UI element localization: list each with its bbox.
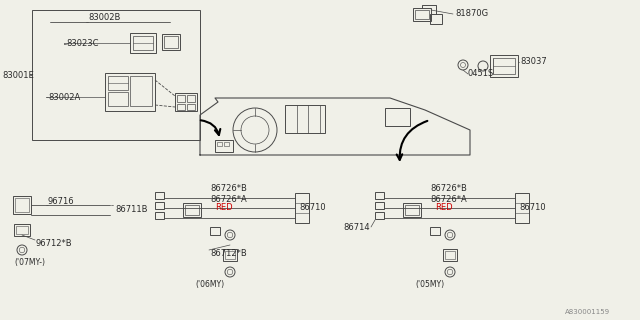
Bar bbox=[405, 205, 419, 215]
Bar bbox=[430, 14, 442, 24]
Text: 83023C: 83023C bbox=[66, 39, 99, 49]
Bar bbox=[183, 203, 201, 217]
Bar bbox=[155, 212, 164, 219]
Bar bbox=[493, 58, 515, 74]
Text: 96716: 96716 bbox=[48, 196, 75, 205]
Text: 83001E: 83001E bbox=[2, 70, 34, 79]
Text: RED: RED bbox=[435, 203, 452, 212]
Bar bbox=[225, 251, 235, 259]
Bar bbox=[445, 251, 455, 259]
Text: ('06MY): ('06MY) bbox=[195, 281, 224, 290]
Text: ('05MY): ('05MY) bbox=[415, 281, 444, 290]
Bar bbox=[164, 36, 178, 48]
Bar bbox=[385, 108, 410, 126]
Text: 83002B: 83002B bbox=[88, 13, 120, 22]
Bar bbox=[177, 104, 185, 110]
Text: 86726*A: 86726*A bbox=[210, 195, 247, 204]
Text: 96712*B: 96712*B bbox=[36, 238, 72, 247]
Bar bbox=[223, 249, 237, 261]
Bar bbox=[177, 95, 185, 102]
Bar bbox=[224, 142, 229, 146]
Bar bbox=[375, 202, 384, 209]
Text: RED: RED bbox=[215, 203, 232, 212]
Text: 83037: 83037 bbox=[520, 58, 547, 67]
Text: ('07MY-): ('07MY-) bbox=[14, 258, 45, 267]
Bar bbox=[108, 76, 128, 90]
Bar bbox=[375, 212, 384, 219]
Text: 86710: 86710 bbox=[299, 203, 326, 212]
Bar bbox=[415, 10, 429, 19]
Bar bbox=[187, 104, 195, 110]
Bar bbox=[130, 76, 152, 106]
Bar bbox=[133, 36, 153, 50]
Text: 86726*A: 86726*A bbox=[430, 195, 467, 204]
Bar bbox=[413, 8, 431, 21]
Bar bbox=[217, 142, 222, 146]
Bar bbox=[16, 226, 28, 234]
Bar bbox=[175, 93, 197, 111]
Text: A830001159: A830001159 bbox=[565, 309, 610, 315]
Bar bbox=[375, 192, 384, 199]
Bar bbox=[105, 73, 155, 111]
Bar bbox=[32, 10, 200, 140]
Text: 86710: 86710 bbox=[519, 203, 546, 212]
Bar bbox=[15, 198, 29, 212]
Text: 86714: 86714 bbox=[344, 222, 370, 231]
Bar bbox=[162, 34, 180, 50]
Text: 86726*B: 86726*B bbox=[430, 184, 467, 193]
Bar bbox=[155, 202, 164, 209]
Bar bbox=[155, 192, 164, 199]
Bar bbox=[403, 203, 421, 217]
Text: 86711B: 86711B bbox=[115, 204, 147, 213]
Bar bbox=[210, 227, 220, 235]
Bar bbox=[285, 105, 325, 133]
Bar bbox=[14, 224, 30, 236]
Bar bbox=[130, 33, 156, 53]
Text: 81870G: 81870G bbox=[455, 10, 488, 19]
Bar bbox=[187, 95, 195, 102]
Bar bbox=[108, 92, 128, 106]
Bar bbox=[490, 55, 518, 77]
Bar bbox=[515, 193, 529, 223]
Bar bbox=[185, 205, 199, 215]
Bar bbox=[443, 249, 457, 261]
Text: 86726*B: 86726*B bbox=[210, 184, 247, 193]
Bar bbox=[215, 140, 233, 152]
Bar bbox=[430, 227, 440, 235]
Text: 0451S: 0451S bbox=[468, 69, 494, 78]
Text: 83002A: 83002A bbox=[48, 92, 80, 101]
Bar bbox=[13, 196, 31, 214]
Bar bbox=[295, 193, 309, 223]
Text: 86712*B: 86712*B bbox=[210, 249, 247, 258]
